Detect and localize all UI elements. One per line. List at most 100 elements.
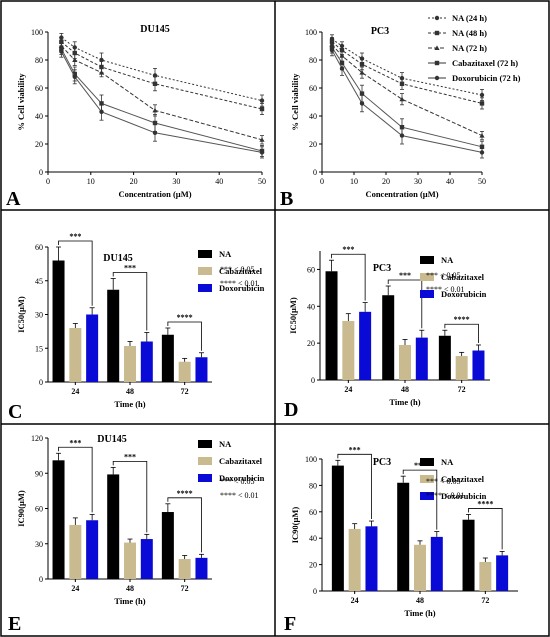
legend-label: Cabazitaxel — [441, 474, 485, 484]
x-axis-label: Time (h) — [114, 399, 145, 409]
bar — [414, 544, 426, 591]
y-tick-label: 60 — [309, 508, 317, 517]
y-tick-label: 0 — [311, 376, 315, 385]
significance-bracket — [387, 279, 423, 329]
legend-label: NA — [219, 249, 232, 259]
bar — [438, 335, 451, 380]
significance-bracket — [167, 321, 202, 351]
significance-bracket — [331, 253, 366, 301]
x-axis-label: Concentration (µM) — [365, 189, 438, 199]
legend-label: NA (48 h) — [452, 28, 487, 38]
data-point — [479, 101, 485, 106]
x-tick-label: 72 — [181, 584, 189, 593]
x-tick-label: 48 — [401, 385, 409, 394]
y-axis-label: IC50(µM) — [288, 297, 298, 334]
chart-title: PC3 — [373, 263, 391, 274]
chart-title: PC3 — [373, 457, 391, 468]
legend-swatch — [198, 457, 212, 465]
legend-swatch — [198, 474, 212, 482]
bar — [86, 520, 99, 579]
panel-letter: A — [6, 188, 21, 210]
significance-label: *** — [69, 232, 81, 241]
bar — [455, 356, 468, 380]
y-tick-label: 40 — [309, 112, 317, 121]
x-tick-label: 48 — [126, 387, 134, 396]
legend-swatch — [198, 250, 212, 258]
data-point — [399, 96, 405, 102]
y-tick-label: 0 — [39, 378, 43, 387]
x-tick-label: 50 — [258, 177, 266, 186]
significance-note: *** < 0.05 — [220, 477, 255, 486]
legend-label: NA — [441, 457, 454, 467]
legend-label: Cabazitaxel (72 h) — [452, 58, 518, 68]
data-point — [152, 81, 158, 86]
bar — [107, 289, 120, 382]
legend-swatch — [420, 256, 434, 264]
panel-letter: D — [284, 399, 298, 421]
bar — [342, 321, 355, 380]
legend-swatch — [420, 458, 434, 466]
x-tick-label: 40 — [215, 177, 223, 186]
x-axis-label: Time (h) — [389, 397, 420, 407]
legend-label: Doxorubicin (72 h) — [452, 73, 521, 83]
y-tick-label: 120 — [31, 434, 43, 443]
x-tick-label: 24 — [71, 584, 79, 593]
data-point — [399, 81, 405, 86]
y-tick-label: 30 — [35, 540, 43, 549]
data-point — [359, 70, 365, 75]
significance-bracket — [444, 323, 479, 343]
legend-marker — [434, 75, 440, 81]
significance-bracket — [337, 453, 372, 520]
y-tick-label: 30 — [35, 311, 43, 320]
bar — [140, 539, 153, 579]
data-point — [72, 74, 77, 80]
data-point — [259, 98, 265, 103]
y-tick-label: 60 — [35, 505, 43, 514]
data-point — [259, 150, 265, 155]
legend-label: Doxorubicin — [219, 283, 265, 293]
significance-label: *** — [399, 271, 411, 280]
bar — [365, 526, 378, 591]
y-tick-label: 20 — [35, 140, 43, 149]
significance-note: *** < 0.05 — [426, 477, 461, 486]
y-tick-label: 0 — [39, 575, 43, 584]
series-line — [61, 37, 263, 102]
data-point — [59, 49, 64, 54]
y-axis-label: % Cell viability — [290, 73, 300, 131]
bar — [195, 557, 208, 579]
bar — [331, 465, 344, 591]
data-point — [259, 137, 265, 142]
bar — [178, 361, 191, 382]
y-tick-label: 100 — [305, 455, 317, 464]
y-tick-label: 20 — [307, 339, 315, 348]
significance-label: **** — [477, 499, 493, 508]
significance-label: **** — [177, 313, 193, 322]
legend-swatch — [198, 284, 212, 292]
x-axis-label: Time (h) — [114, 596, 145, 606]
panel-letter: F — [284, 613, 296, 635]
data-point — [359, 91, 365, 96]
legend-swatch — [420, 492, 434, 500]
significance-label: *** — [124, 264, 136, 273]
y-tick-label: 20 — [309, 140, 317, 149]
x-tick-label: 40 — [446, 177, 454, 186]
bar — [124, 542, 136, 579]
chart-title: PC3 — [371, 26, 389, 37]
y-axis-label: % Cell viability — [16, 73, 26, 131]
y-axis-label: IC90(µM) — [16, 490, 26, 527]
bar — [462, 519, 475, 591]
y-tick-label: 40 — [307, 302, 315, 311]
x-tick-label: 72 — [181, 387, 189, 396]
data-point — [399, 133, 405, 138]
legend-swatch — [198, 267, 212, 275]
x-tick-label: 24 — [351, 596, 359, 605]
legend-label: Cabazitaxel — [219, 456, 263, 466]
y-tick-label: 40 — [35, 112, 43, 121]
x-tick-label: 72 — [481, 596, 489, 605]
significance-label: *** — [342, 245, 354, 254]
significance-note: **** < 0.01 — [220, 279, 259, 288]
y-tick-label: 0 — [313, 168, 317, 177]
significance-note: **** < 0.01 — [220, 491, 259, 500]
